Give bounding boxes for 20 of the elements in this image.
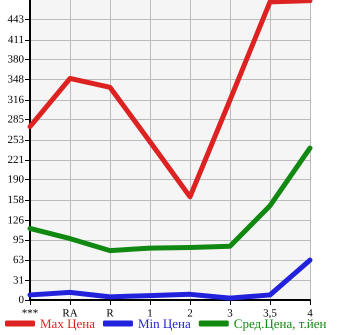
y-tick-label: 348 [8, 74, 24, 86]
y-tick-label: 126 [8, 214, 24, 226]
y-tick-label: 380 [8, 53, 24, 66]
y-tick-label: 190 [8, 174, 24, 186]
x-tick-label: 3,5 [263, 308, 278, 320]
x-tick-label: 4 [307, 308, 314, 320]
y-tick-label: 31 [13, 274, 24, 286]
y-tick-label: 411 [8, 34, 24, 46]
x-tick-label: *** [22, 308, 38, 320]
y-tick-label: 95 [13, 234, 24, 246]
y-tick-label: 253 [8, 134, 24, 146]
x-tick-label: R [106, 308, 114, 320]
y-tick-label: 316 [8, 94, 24, 106]
y-tick-label: 285 [8, 114, 24, 126]
y-tick-label: 63 [13, 254, 24, 266]
y-tick-label: 158 [8, 194, 24, 206]
y-tick-label: 443 [8, 14, 24, 26]
x-tick-label: 3 [227, 308, 234, 320]
y-tick-label: 221 [8, 154, 24, 166]
y-tick-label: 0 [18, 294, 24, 306]
